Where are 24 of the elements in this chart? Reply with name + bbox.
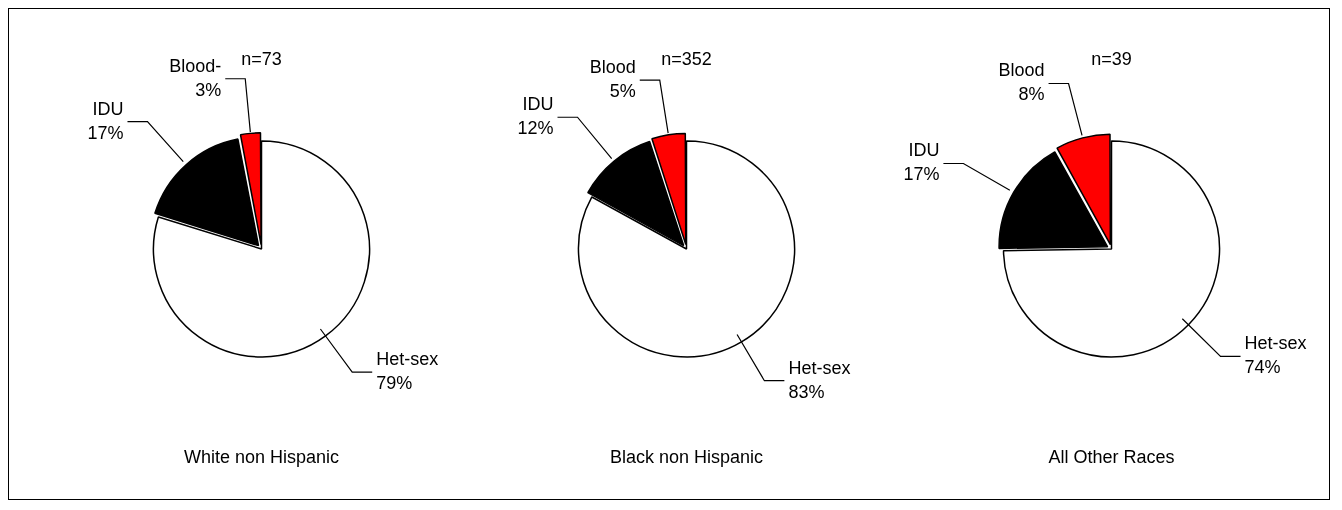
data-label: 17%: [903, 164, 940, 185]
text: n=73: [241, 49, 282, 69]
data-label: 74%: [1244, 357, 1281, 378]
data-label: 3%: [195, 79, 222, 100]
text: n=352: [661, 49, 712, 69]
text: Black non Hispanic: [608, 447, 765, 468]
slice-label: Blood: [998, 60, 1045, 81]
data-label: 79%: [376, 373, 413, 394]
data-label: 17%: [87, 122, 124, 143]
text: All Other Races: [1047, 447, 1176, 468]
data-label: 8%: [1018, 84, 1045, 105]
text: White non Hispanic: [182, 447, 341, 468]
slice-label: Het-sex: [788, 357, 851, 378]
slice-label: Blood-: [169, 55, 222, 76]
data-label: 5%: [609, 81, 636, 102]
slice-label: Blood: [589, 57, 636, 78]
slice-label: Het-sex: [376, 349, 439, 370]
slice-label: Het-sex: [1244, 333, 1307, 354]
slice-label: IDU: [908, 140, 940, 161]
slice-label: IDU: [92, 98, 124, 119]
text: n=39: [1091, 49, 1132, 69]
data-label: 83%: [788, 381, 825, 402]
slice-label: IDU: [522, 94, 554, 115]
data-label: 12%: [517, 118, 554, 139]
